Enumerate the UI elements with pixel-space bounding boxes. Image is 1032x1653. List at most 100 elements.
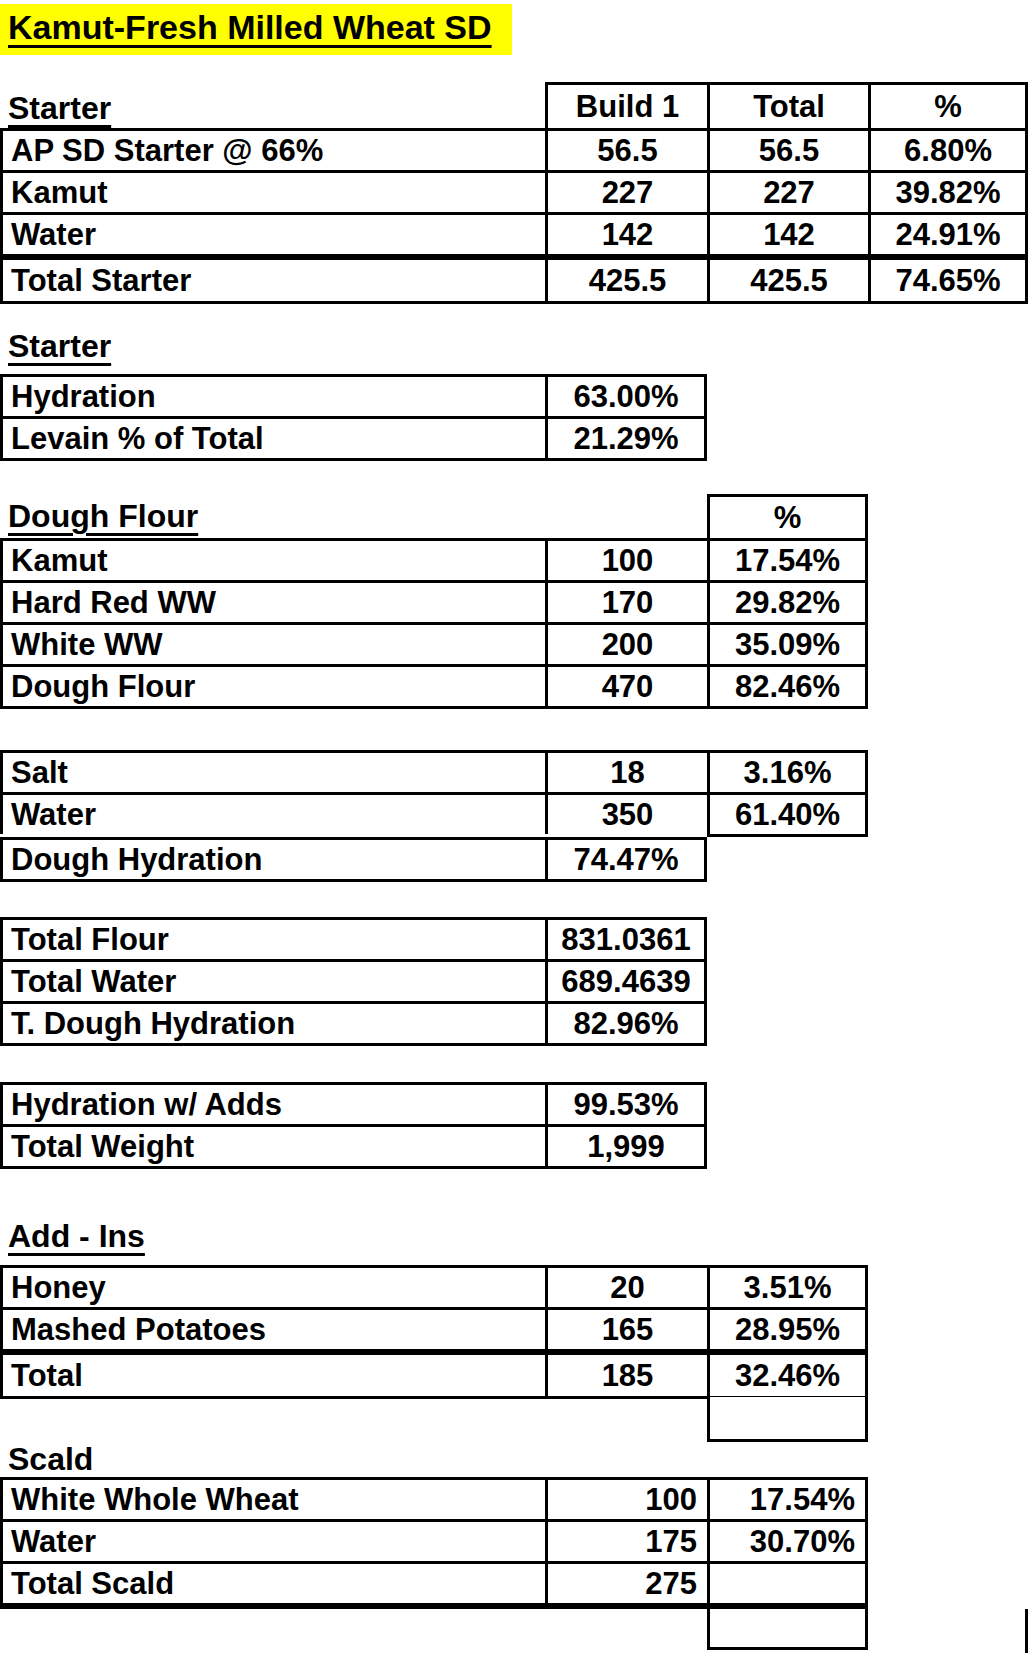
starter-stats-table: Hydration 63.00% Levain % of Total 21.29… [0, 374, 707, 461]
value-cell[interactable]: 470 [545, 664, 707, 709]
value-cell[interactable]: 82.96% [545, 1001, 707, 1046]
percent-value-cell[interactable]: 6.80% [868, 128, 1028, 170]
row-label-cell[interactable]: Total Weight [0, 1124, 545, 1169]
row-label-cell[interactable]: Kamut [0, 170, 545, 212]
value-cell[interactable]: 18 [545, 750, 707, 792]
total-value-cell[interactable]: 425.5 [707, 254, 868, 304]
table-row: White WW 200 35.09% [0, 622, 868, 664]
page-title[interactable]: Kamut-Fresh Milled Wheat SD [0, 4, 512, 55]
row-label-cell[interactable]: Water [0, 1519, 545, 1561]
percent-value-cell[interactable]: 74.65% [868, 254, 1028, 304]
percent-value-cell[interactable]: 3.51% [707, 1265, 868, 1307]
section-heading-starter-stats[interactable]: Starter [8, 328, 111, 365]
table-row: Mashed Potatoes 165 28.95% [0, 1307, 868, 1349]
value-cell[interactable]: 275 [545, 1561, 707, 1609]
percent-value-cell[interactable]: 29.82% [707, 580, 868, 622]
row-label-cell[interactable]: AP SD Starter @ 66% [0, 128, 545, 170]
grid-border-fragment [1025, 1609, 1028, 1653]
row-label-cell[interactable]: Total Water [0, 959, 545, 1001]
table-row: Kamut 227 227 39.82% [0, 170, 1028, 212]
value-cell[interactable]: 100 [545, 1477, 707, 1519]
section-heading-starter-build[interactable]: Starter [8, 90, 111, 127]
value-cell[interactable]: 21.29% [545, 416, 707, 461]
dough-flour-table: Kamut 100 17.54% Hard Red WW 170 29.82% … [0, 538, 868, 709]
percent-value-cell[interactable]: 35.09% [707, 622, 868, 664]
row-label-cell[interactable]: Mashed Potatoes [0, 1307, 545, 1349]
total-value-cell[interactable]: 227 [707, 170, 868, 212]
row-label-cell[interactable]: Dough Flour [0, 664, 545, 709]
table-row: Dough Hydration 74.47% [0, 837, 868, 882]
row-label-cell[interactable]: Total [0, 1349, 545, 1399]
build1-value-cell[interactable]: 227 [545, 170, 707, 212]
table-row: T. Dough Hydration 82.96% [0, 1001, 707, 1046]
row-label-cell[interactable]: Hydration [0, 374, 545, 416]
row-label-cell[interactable]: Salt [0, 750, 545, 792]
value-cell[interactable]: 831.0361 [545, 917, 707, 959]
row-label-cell[interactable]: Kamut [0, 538, 545, 580]
row-label-cell[interactable]: White WW [0, 622, 545, 664]
table-row: Water 142 142 24.91% [0, 212, 1028, 254]
value-cell[interactable]: 165 [545, 1307, 707, 1349]
total-value-cell[interactable]: 142 [707, 212, 868, 254]
table-row: Water 350 61.40% [0, 792, 868, 837]
value-cell[interactable]: 20 [545, 1265, 707, 1307]
value-cell[interactable]: 350 [545, 792, 707, 834]
percent-value-cell[interactable]: 39.82% [868, 170, 1028, 212]
column-header-build1[interactable]: Build 1 [545, 82, 707, 128]
value-cell[interactable]: 99.53% [545, 1082, 707, 1124]
row-label-cell[interactable]: Hard Red WW [0, 580, 545, 622]
overall-table: Hydration w/ Adds 99.53% Total Weight 1,… [0, 1082, 707, 1169]
row-label-cell[interactable]: Levain % of Total [0, 416, 545, 461]
row-label-cell[interactable]: White Whole Wheat [0, 1477, 545, 1519]
table-total-row: Total Scald 275 [0, 1561, 868, 1609]
percent-value-cell[interactable]: 82.46% [707, 664, 868, 709]
build1-value-cell[interactable]: 56.5 [545, 128, 707, 170]
build1-value-cell[interactable]: 142 [545, 212, 707, 254]
percent-column-header[interactable]: % [707, 494, 868, 538]
section-heading-add-ins[interactable]: Add - Ins [8, 1218, 145, 1255]
total-value-cell[interactable]: 56.5 [707, 128, 868, 170]
row-label-cell[interactable]: Hydration w/ Adds [0, 1082, 545, 1124]
section-heading-scald[interactable]: Scald [8, 1441, 93, 1478]
value-cell[interactable]: 175 [545, 1519, 707, 1561]
table-row: Salt 18 3.16% [0, 750, 868, 792]
starter-build-header-row: Build 1 Total % [545, 82, 1028, 128]
percent-value-cell[interactable]: 17.54% [707, 1477, 868, 1519]
value-cell[interactable]: 689.4639 [545, 959, 707, 1001]
column-header-percent[interactable]: % [868, 82, 1028, 128]
empty-cell[interactable] [707, 1609, 868, 1650]
row-label-cell[interactable]: Total Scald [0, 1561, 545, 1609]
percent-value-cell[interactable]: 17.54% [707, 538, 868, 580]
percent-value-cell[interactable]: 32.46% [707, 1349, 868, 1399]
row-label-cell[interactable]: Dough Hydration [0, 837, 545, 882]
column-header-total[interactable]: Total [707, 82, 868, 128]
percent-value-cell[interactable] [707, 1561, 868, 1609]
row-label-cell[interactable]: T. Dough Hydration [0, 1001, 545, 1046]
value-cell[interactable]: 1,999 [545, 1124, 707, 1169]
value-cell[interactable]: 100 [545, 538, 707, 580]
table-row: Total Weight 1,999 [0, 1124, 707, 1169]
value-cell[interactable]: 170 [545, 580, 707, 622]
row-label-cell[interactable]: Honey [0, 1265, 545, 1307]
table-row: White Whole Wheat 100 17.54% [0, 1477, 868, 1519]
value-cell[interactable]: 200 [545, 622, 707, 664]
value-cell[interactable]: 63.00% [545, 374, 707, 416]
section-heading-dough-flour[interactable]: Dough Flour [8, 498, 198, 535]
value-cell[interactable]: 74.47% [545, 837, 707, 882]
row-label-cell[interactable]: Total Flour [0, 917, 545, 959]
table-row: Total Water 689.4639 [0, 959, 707, 1001]
table-row: Kamut 100 17.54% [0, 538, 868, 580]
percent-value-cell[interactable]: 61.40% [707, 792, 868, 837]
percent-value-cell[interactable]: 28.95% [707, 1307, 868, 1349]
value-cell[interactable]: 185 [545, 1349, 707, 1399]
empty-cell[interactable] [707, 1397, 868, 1442]
row-label-cell[interactable]: Water [0, 792, 545, 834]
percent-value-cell[interactable]: 24.91% [868, 212, 1028, 254]
build1-value-cell[interactable]: 425.5 [545, 254, 707, 304]
percent-value-cell[interactable]: 30.70% [707, 1519, 868, 1561]
row-label-cell[interactable]: Total Starter [0, 254, 545, 304]
percent-value-cell[interactable]: 3.16% [707, 750, 868, 792]
table-row: Water 175 30.70% [0, 1519, 868, 1561]
row-label-cell[interactable]: Water [0, 212, 545, 254]
table-total-row: Total 185 32.46% [0, 1349, 868, 1399]
